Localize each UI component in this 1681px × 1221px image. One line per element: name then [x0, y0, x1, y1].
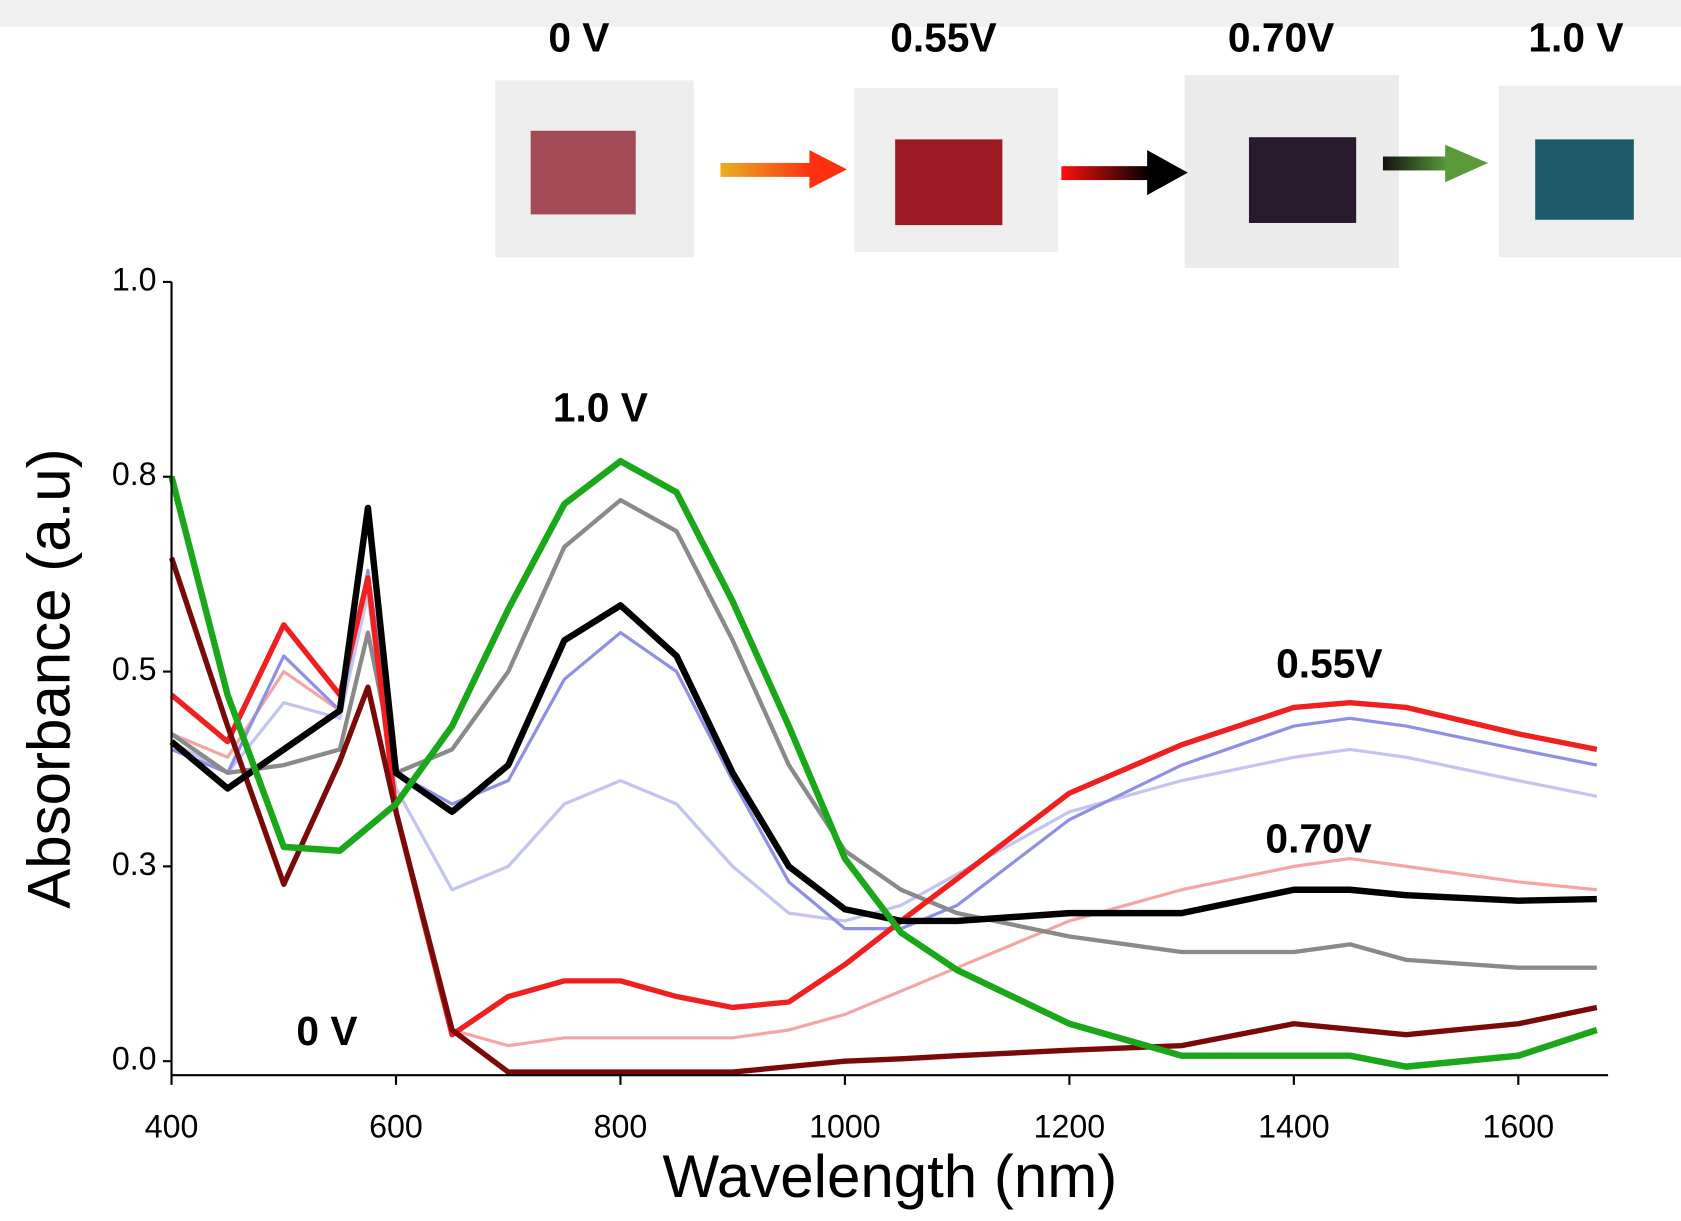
arrow-head: [1445, 144, 1489, 183]
x-tick-label: 800: [594, 1108, 648, 1144]
spectrum-line: [169, 504, 1597, 925]
x-tick-label: 1000: [809, 1108, 881, 1144]
film: [1248, 137, 1357, 223]
y-tick-label: 0.3: [112, 846, 157, 882]
photos: [495, 75, 1681, 268]
photo-label: 1.0 V: [1528, 15, 1623, 61]
x-tick-label: 1200: [1034, 1108, 1106, 1144]
annotation: 1.0 V: [553, 384, 648, 430]
x-tick-label: 1400: [1258, 1108, 1330, 1144]
spectrum-line: [170, 592, 1598, 923]
arrow-head: [1147, 150, 1188, 196]
top-band: [0, 0, 1681, 27]
y-tick-label: 0.0: [112, 1041, 157, 1077]
film: [1535, 139, 1634, 220]
photo-label: 0.70V: [1228, 15, 1334, 61]
spectrum-line: [170, 568, 1598, 931]
x-tick-label: 600: [369, 1108, 423, 1144]
annotation: 0 V: [296, 1008, 357, 1054]
annotation: 0.55V: [1276, 641, 1382, 687]
arrow: [720, 162, 812, 177]
y-tick-label: 0.8: [112, 456, 157, 492]
arrow: [1382, 156, 1448, 171]
arrow: [1061, 166, 1150, 181]
photo-label: 0.55V: [890, 15, 996, 61]
x-tick-label: 400: [145, 1108, 199, 1144]
spectrum-line: [168, 457, 1598, 1070]
photo-label: 0 V: [548, 15, 609, 61]
y-tick-label: 0.5: [112, 651, 157, 687]
annotation: 0.70V: [1265, 815, 1371, 861]
arrow-head: [809, 150, 847, 189]
film: [530, 130, 636, 215]
film: [895, 139, 1003, 226]
y-axis-title: Absorbance (a.u): [15, 448, 82, 908]
spectrum-line: [169, 575, 1598, 1038]
x-tick-label: 1600: [1483, 1108, 1555, 1144]
y-tick-label: 1.0: [112, 261, 157, 297]
spectrum-line: [168, 556, 1598, 1075]
spectrum-line: [170, 497, 1597, 970]
x-axis-title: Wavelength (nm): [662, 1143, 1117, 1210]
